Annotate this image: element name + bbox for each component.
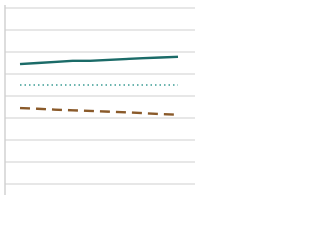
data-line [19,106,179,116]
chart [4,5,195,195]
data-line [19,55,179,66]
